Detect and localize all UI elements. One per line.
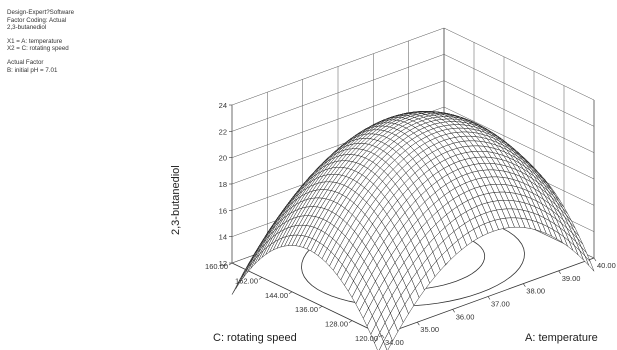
x-tick-label: 34.00	[385, 338, 404, 347]
y-tick-label: 136.00	[295, 305, 318, 314]
z-tick-label: 12	[219, 259, 227, 268]
x-tick-label: 39.00	[562, 274, 581, 283]
x-tick-mark	[523, 284, 525, 287]
wall-grid-line	[444, 28, 594, 100]
x-tick-label: 35.00	[420, 325, 439, 334]
x-tick-label: 36.00	[456, 312, 475, 321]
y-tick-label: 120.00	[355, 334, 378, 343]
response-surface	[232, 111, 594, 350]
x-tick-mark	[594, 258, 596, 261]
y-tick-label: 144.00	[265, 291, 288, 300]
z-tick-label: 20	[219, 154, 227, 163]
wall-grid-line	[444, 54, 594, 126]
x-axis-label: A: temperature	[525, 332, 598, 344]
z-tick-label: 18	[219, 180, 227, 189]
x-tick-label: 37.00	[491, 300, 510, 309]
z-tick-label: 14	[219, 233, 227, 242]
y-tick-mark	[349, 321, 352, 323]
y-tick-label: 128.00	[325, 320, 348, 329]
z-axis-label: 2,3-butanediol	[170, 165, 182, 235]
x-tick-label: 38.00	[526, 287, 545, 296]
y-tick-mark	[289, 292, 292, 294]
x-tick-mark	[488, 297, 490, 300]
x-tick-mark	[559, 271, 561, 274]
y-tick-mark	[319, 306, 322, 308]
x-tick-label: 40.00	[597, 261, 616, 270]
y-axis-label: C: rotating speed	[213, 332, 297, 344]
x-tick-mark	[453, 309, 455, 312]
y-tick-label: 152.00	[235, 276, 258, 285]
z-tick-label: 16	[219, 206, 227, 215]
z-tick-label: 24	[219, 101, 227, 110]
y-tick-mark	[259, 277, 262, 279]
x-tick-mark	[417, 322, 419, 325]
z-tick-label: 22	[219, 127, 227, 136]
